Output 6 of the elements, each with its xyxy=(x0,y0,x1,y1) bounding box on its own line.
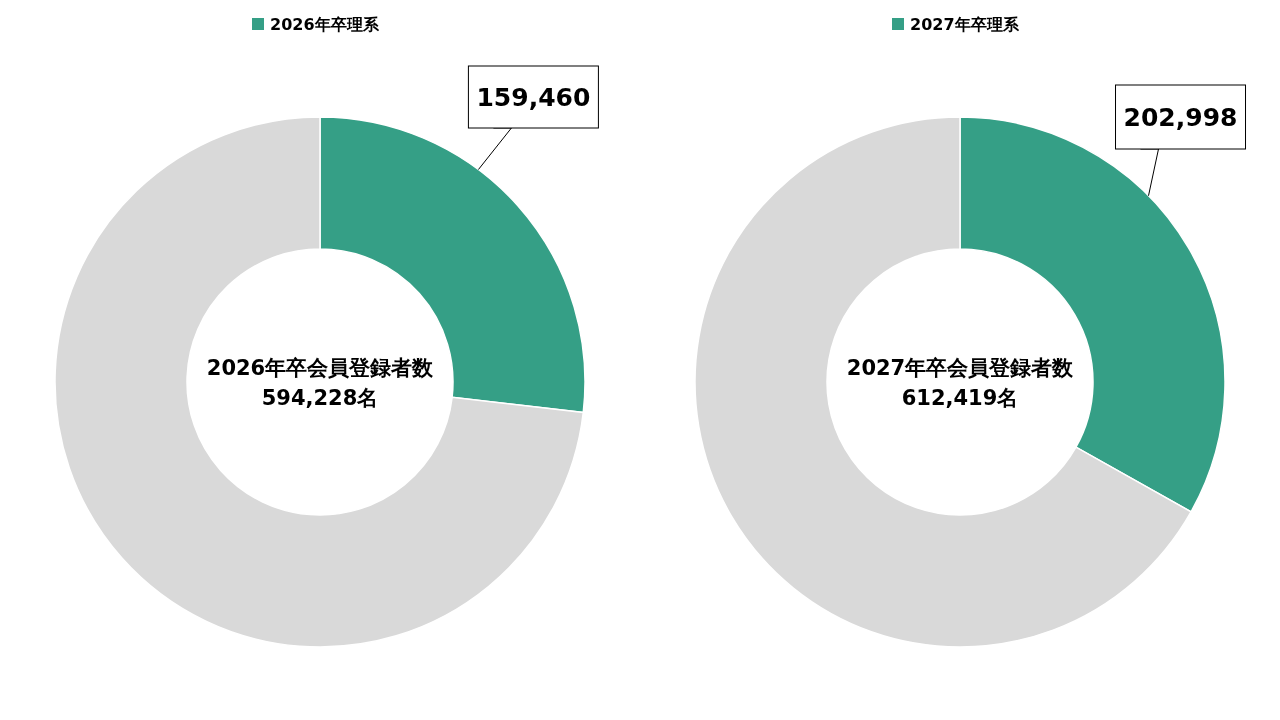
data-label: 159,460 xyxy=(476,83,591,112)
text: 2026年卒会員登録者数 594,228名 xyxy=(206,356,435,410)
legend: 2026年卒理系 xyxy=(252,15,379,34)
data-label: 202,998 xyxy=(1123,103,1238,132)
legend: 2027年卒理系 xyxy=(892,15,1019,34)
text: 2027年卒会員登録者数 612,419名 xyxy=(846,356,1075,410)
